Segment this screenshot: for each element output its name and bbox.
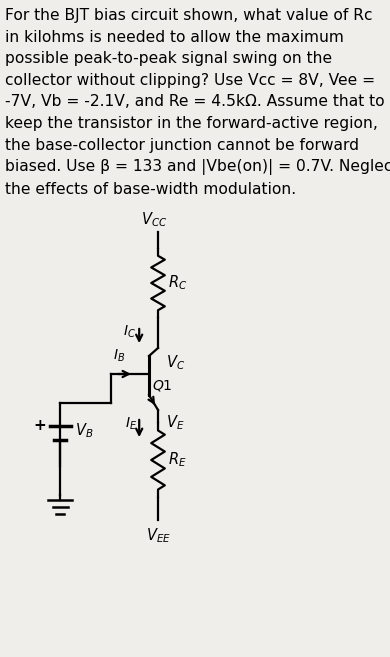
Text: $R_E$: $R_E$ xyxy=(168,451,186,469)
Text: +: + xyxy=(33,418,46,433)
Text: $R_C$: $R_C$ xyxy=(168,274,187,292)
Text: $I_C$: $I_C$ xyxy=(123,324,136,340)
Text: $I_B$: $I_B$ xyxy=(113,348,125,364)
Text: $V_B$: $V_B$ xyxy=(75,421,94,440)
Text: $Q1$: $Q1$ xyxy=(152,378,172,393)
Text: $I_E$: $I_E$ xyxy=(125,416,137,432)
Text: $V_{EE}$: $V_{EE}$ xyxy=(145,526,170,545)
Text: $V_E$: $V_E$ xyxy=(165,413,184,432)
Text: $V_C$: $V_C$ xyxy=(165,353,185,372)
Text: $V_{CC}$: $V_{CC}$ xyxy=(141,210,167,229)
Text: For the BJT bias circuit shown, what value of Rc
in kilohms is needed to allow t: For the BJT bias circuit shown, what val… xyxy=(5,8,390,197)
